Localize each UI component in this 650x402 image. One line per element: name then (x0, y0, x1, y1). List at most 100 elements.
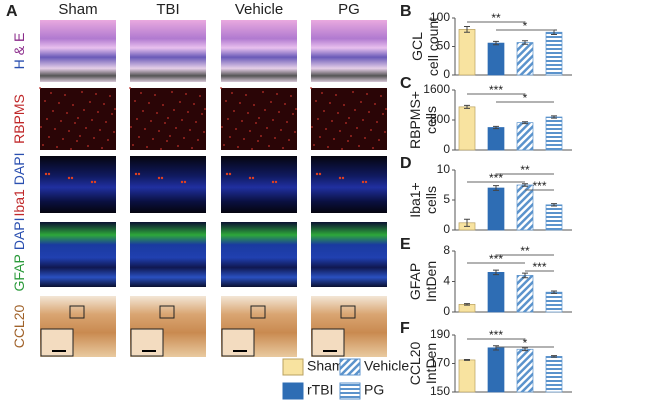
row-label: H & E (11, 33, 27, 70)
row-label: CCL20 (11, 305, 27, 349)
speckle (315, 172, 319, 176)
speckle (107, 139, 109, 141)
speckle (276, 93, 278, 95)
speckle (160, 176, 164, 180)
speckle (337, 112, 339, 114)
speckle (364, 137, 366, 139)
y-tick-label: 4 (443, 274, 450, 288)
roi-box (69, 305, 85, 319)
speckle (109, 95, 111, 97)
speckle (136, 118, 138, 120)
micrographs: A Sham TBI Vehicle PGH& ERBPMSIba1DAPIGFAPDA… (6, 1, 387, 357)
speckle (154, 94, 156, 96)
speckle (77, 117, 79, 119)
y-axis-label: GFAPIntDen (407, 261, 439, 302)
speckle (284, 103, 286, 105)
speckle (368, 111, 370, 113)
speckle (270, 101, 272, 103)
speckle (385, 108, 387, 110)
speckle (204, 108, 206, 110)
micrograph (221, 156, 297, 213)
speckle (341, 148, 343, 150)
row-label: RBPMS (11, 94, 27, 144)
bar (545, 116, 563, 151)
speckle (193, 103, 195, 105)
significance-label: *** (532, 260, 546, 274)
speckle (140, 92, 142, 94)
speckle (221, 126, 223, 128)
panel-letter: B (400, 3, 412, 20)
speckle (233, 110, 235, 112)
speckle (295, 108, 297, 110)
speckle (152, 138, 154, 140)
error-bar (464, 303, 470, 306)
speckle (156, 112, 158, 114)
speckle (99, 129, 101, 131)
speckle (290, 95, 292, 97)
y-axis-label-line: CCL20 (407, 342, 423, 386)
speckle (380, 95, 382, 97)
legend-swatch (282, 358, 304, 376)
y-tick-label: 0 (443, 142, 450, 156)
speckle (227, 118, 229, 120)
error-bar (522, 40, 528, 45)
bar (516, 275, 534, 313)
speckle (111, 113, 113, 115)
y-axis-label-line: Iba1+ (407, 182, 423, 217)
micrograph (221, 20, 297, 82)
speckle (201, 113, 203, 115)
speckle (331, 120, 333, 122)
speckle (366, 93, 368, 95)
speckle (191, 147, 193, 149)
speckle (323, 110, 325, 112)
y-axis-label: CCL20IntDen (407, 342, 439, 386)
speckle (370, 129, 372, 131)
panel-letter: D (400, 155, 412, 172)
speckle (47, 172, 51, 176)
significance-label: ** (520, 244, 530, 258)
speckle (195, 121, 197, 123)
micrograph (221, 222, 297, 287)
speckle (203, 131, 205, 133)
speckle (93, 180, 97, 184)
y-axis-label-line: cells (423, 186, 439, 214)
speckle (271, 180, 275, 184)
speckle (343, 104, 345, 106)
error-bar (464, 218, 470, 227)
y-axis-label: RBPMS+cells (407, 91, 439, 149)
legend-swatch (339, 358, 361, 376)
speckle (142, 110, 144, 112)
y-tick-label: 0 (443, 222, 450, 236)
speckle (245, 94, 247, 96)
speckle (311, 126, 313, 128)
speckle (171, 91, 173, 93)
micrograph (221, 88, 297, 150)
speckle (382, 113, 384, 115)
speckle (358, 145, 360, 147)
speckle (354, 109, 356, 111)
speckle (288, 139, 290, 141)
significance-label: *** (489, 171, 503, 185)
y-axis-label-line: RBPMS+ (407, 91, 423, 149)
legend-label: Sham (307, 358, 344, 374)
speckle (67, 176, 71, 180)
y-axis-label-line: GCL (409, 32, 425, 61)
speckle (83, 109, 85, 111)
y-tick-label: 0 (443, 304, 450, 318)
speckle (173, 109, 175, 111)
row-label-part: & E (11, 33, 27, 56)
significance-label: *** (532, 179, 546, 193)
significance-label: *** (489, 252, 503, 266)
y-tick-label: 50 (437, 39, 451, 53)
speckle (321, 92, 323, 94)
speckle (64, 94, 66, 96)
speckle (85, 127, 87, 129)
speckle (70, 176, 74, 180)
speckle (134, 100, 136, 102)
speckle (72, 104, 74, 106)
speckle (54, 128, 56, 130)
speckle (50, 92, 52, 94)
speckle (345, 122, 347, 124)
y-axis-label-line: IntDen (423, 261, 439, 302)
